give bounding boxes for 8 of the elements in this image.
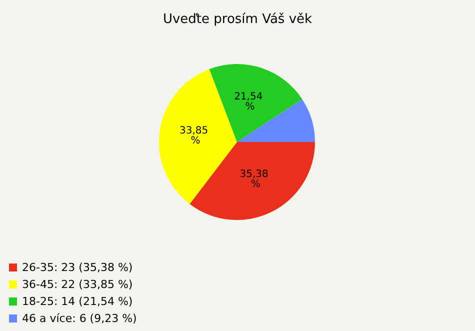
data-label: 33,85 % <box>180 125 212 146</box>
legend-label: 36-45: 22 (33,85 %) <box>22 278 133 291</box>
data-label: 21,54 % <box>234 92 266 113</box>
legend-label: 46 a více: 6 (9,23 %) <box>22 312 137 325</box>
legend-label: 18-25: 14 (21,54 %) <box>22 295 133 308</box>
data-label: 35,38 % <box>240 169 272 190</box>
legend-label: 26-35: 23 (35,38 %) <box>22 261 133 274</box>
chart-title: Uveďte prosím Váš věk <box>162 12 313 27</box>
